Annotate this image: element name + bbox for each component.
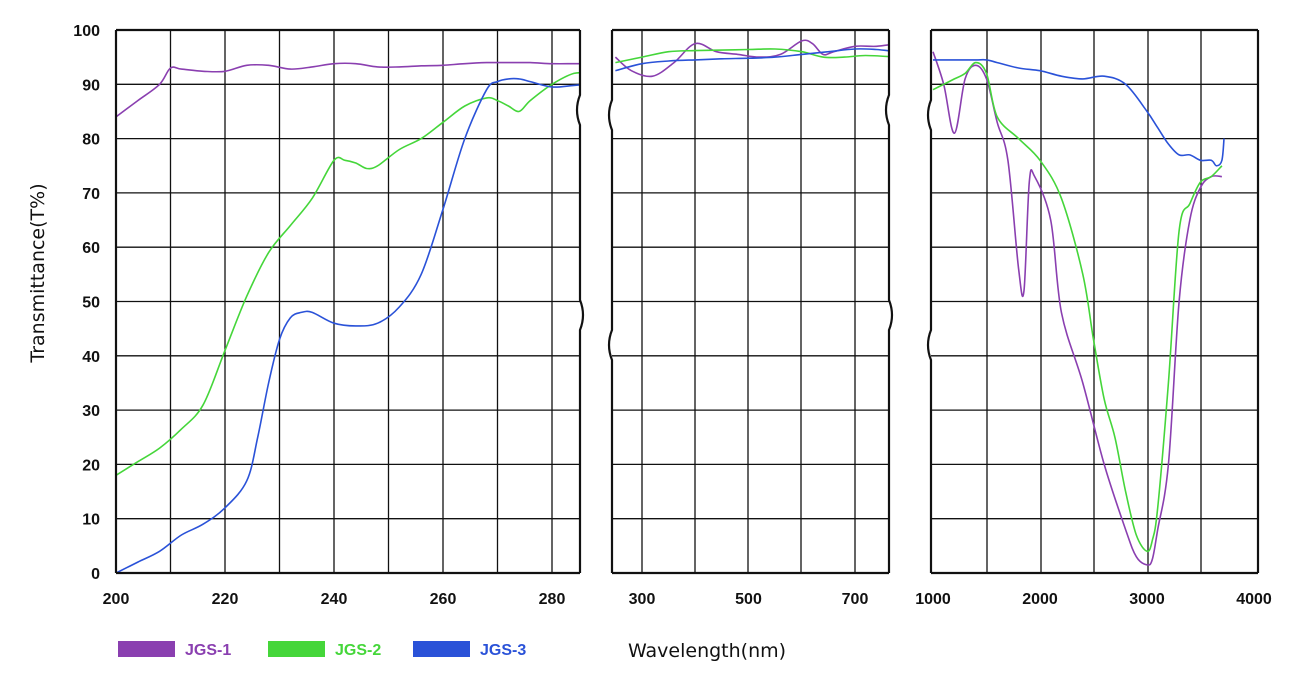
y-tick-labels: 0 10 20 30 40 50 60 70 80 90 100	[73, 23, 100, 583]
y-tick-label: 90	[82, 77, 100, 94]
legend-item-jgs-3: JGS-3	[413, 641, 526, 659]
x-tick-label: 2000	[1022, 591, 1058, 608]
x-tick-label: 700	[842, 591, 869, 608]
y-tick-label: 10	[82, 512, 100, 529]
x-tick-label: 3000	[1129, 591, 1165, 608]
series-jgs-3-panel-3	[933, 58, 1225, 167]
y-tick-label: 80	[82, 132, 100, 149]
x-tick-label: 260	[430, 591, 457, 608]
x-tick-label: 280	[539, 591, 566, 608]
y-axis-label: Transmittance(T%)	[27, 183, 49, 363]
legend-label: JGS-3	[480, 642, 526, 659]
panel-break-left	[926, 30, 933, 573]
legend-swatch	[268, 641, 325, 657]
legend: JGS-1 JGS-2 JGS-3	[118, 641, 526, 659]
y-tick-label: 0	[91, 566, 100, 583]
panel-break-right	[884, 30, 894, 573]
series-jgs-1-panel-1	[116, 61, 580, 118]
y-tick-label: 40	[82, 349, 100, 366]
x-tick-label: 1000	[915, 591, 951, 608]
legend-swatch	[413, 641, 470, 657]
series-jgs-3-panel-1	[116, 77, 580, 574]
x-tick-label: 240	[321, 591, 348, 608]
panel-break-right	[575, 30, 585, 573]
x-axis-label: Wavelength(nm)	[628, 640, 786, 662]
legend-label: JGS-1	[185, 642, 231, 659]
x-tick-label: 200	[103, 591, 130, 608]
x-tick-label: 4000	[1236, 591, 1272, 608]
series-jgs-2-panel-1	[116, 71, 580, 476]
legend-swatch	[118, 641, 175, 657]
legend-item-jgs-2: JGS-2	[268, 641, 381, 659]
x-tick-label: 300	[629, 591, 656, 608]
x-tick-labels: 200 220 240 260 280 300 500 700 1000 2000 3000 4000	[103, 591, 1272, 608]
series-jgs-1-panel-3	[932, 51, 1222, 566]
legend-item-jgs-1: JGS-1	[118, 641, 231, 659]
y-tick-label: 100	[73, 23, 100, 40]
series-jgs-2-panel-2	[615, 48, 889, 64]
legend-label: JGS-2	[335, 642, 381, 659]
x-tick-label: 220	[212, 591, 239, 608]
x-tick-label: 500	[735, 591, 762, 608]
y-tick-label: 30	[82, 403, 100, 420]
y-tick-label: 60	[82, 240, 100, 257]
grid-layer	[116, 29, 1258, 573]
frame-layer	[114, 28, 1260, 575]
series-jgs-3-panel-2	[615, 48, 889, 72]
y-tick-label: 20	[82, 457, 100, 474]
series-layer	[116, 39, 1225, 574]
y-tick-label: 50	[82, 295, 100, 312]
y-tick-label: 70	[82, 186, 100, 203]
panel-break-left	[607, 30, 614, 573]
series-jgs-2-panel-3	[932, 61, 1223, 553]
